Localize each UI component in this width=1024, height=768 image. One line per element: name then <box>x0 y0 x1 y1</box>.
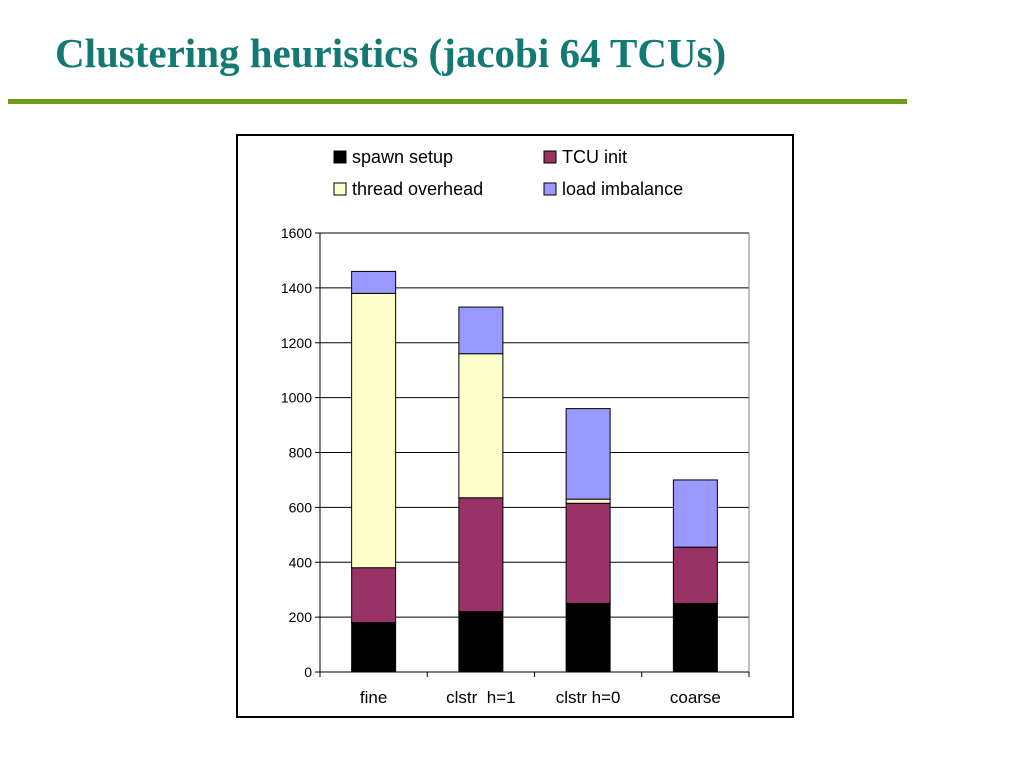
y-tick-label: 1400 <box>281 280 312 296</box>
x-tick-label: coarse <box>670 688 721 707</box>
bar-segment-tcu-init <box>351 567 397 624</box>
y-tick-label: 800 <box>289 445 313 461</box>
bar-segment-spawn-setup <box>672 602 718 673</box>
bar-segment-load-imbalance <box>565 408 611 500</box>
y-tick-label: 600 <box>289 499 313 515</box>
y-tick-label: 400 <box>289 554 313 570</box>
bar-segment-thread-overhead <box>458 353 504 499</box>
slide-title: Clustering heuristics (jacobi 64 TCUs) <box>55 30 727 76</box>
legend-label-load-imbalance: load imbalance <box>562 179 683 199</box>
bar-segment-load-imbalance <box>351 270 397 294</box>
y-tick-label: 0 <box>304 664 312 680</box>
bar-segment-tcu-init <box>565 502 611 604</box>
bar-segment-thread-overhead <box>351 292 397 569</box>
legend-swatch-load-imbalance <box>543 182 557 196</box>
x-tick-label: clstr h=1 <box>446 688 515 707</box>
stacked-bar-chart: 0 200 400 600 800 1000 1200 1400 1600 fine clstr h… <box>281 147 750 707</box>
bar-segment-spawn-setup <box>458 611 504 673</box>
legend-swatch-spawn-setup <box>333 150 347 164</box>
y-tick-label: 1600 <box>281 225 312 241</box>
legend-label-spawn-setup: spawn setup <box>352 147 453 167</box>
y-tick-label: 200 <box>289 609 313 625</box>
x-tick-label: fine <box>360 688 387 707</box>
y-tick-label: 1000 <box>281 390 312 406</box>
bar-segment-load-imbalance <box>458 306 504 355</box>
title-divider <box>8 99 907 104</box>
legend-swatch-thread-overhead <box>333 182 347 196</box>
legend-label-tcu-init: TCU init <box>562 147 627 167</box>
legend-label-thread-overhead: thread overhead <box>352 179 483 199</box>
bar-segment-spawn-setup <box>565 602 611 673</box>
chart-frame: 0 200 400 600 800 1000 1200 1400 1600 fine clstr h… <box>236 134 794 718</box>
bar-segment-tcu-init <box>458 497 504 613</box>
bar-segment-tcu-init <box>672 546 718 604</box>
bar-segment-thread-overhead <box>565 498 611 504</box>
bar-segment-spawn-setup <box>351 622 397 673</box>
bar-segment-load-imbalance <box>672 479 718 548</box>
x-tick-label: clstr h=0 <box>556 688 621 707</box>
legend-swatch-tcu-init <box>543 150 557 164</box>
y-tick-label: 1200 <box>281 335 312 351</box>
